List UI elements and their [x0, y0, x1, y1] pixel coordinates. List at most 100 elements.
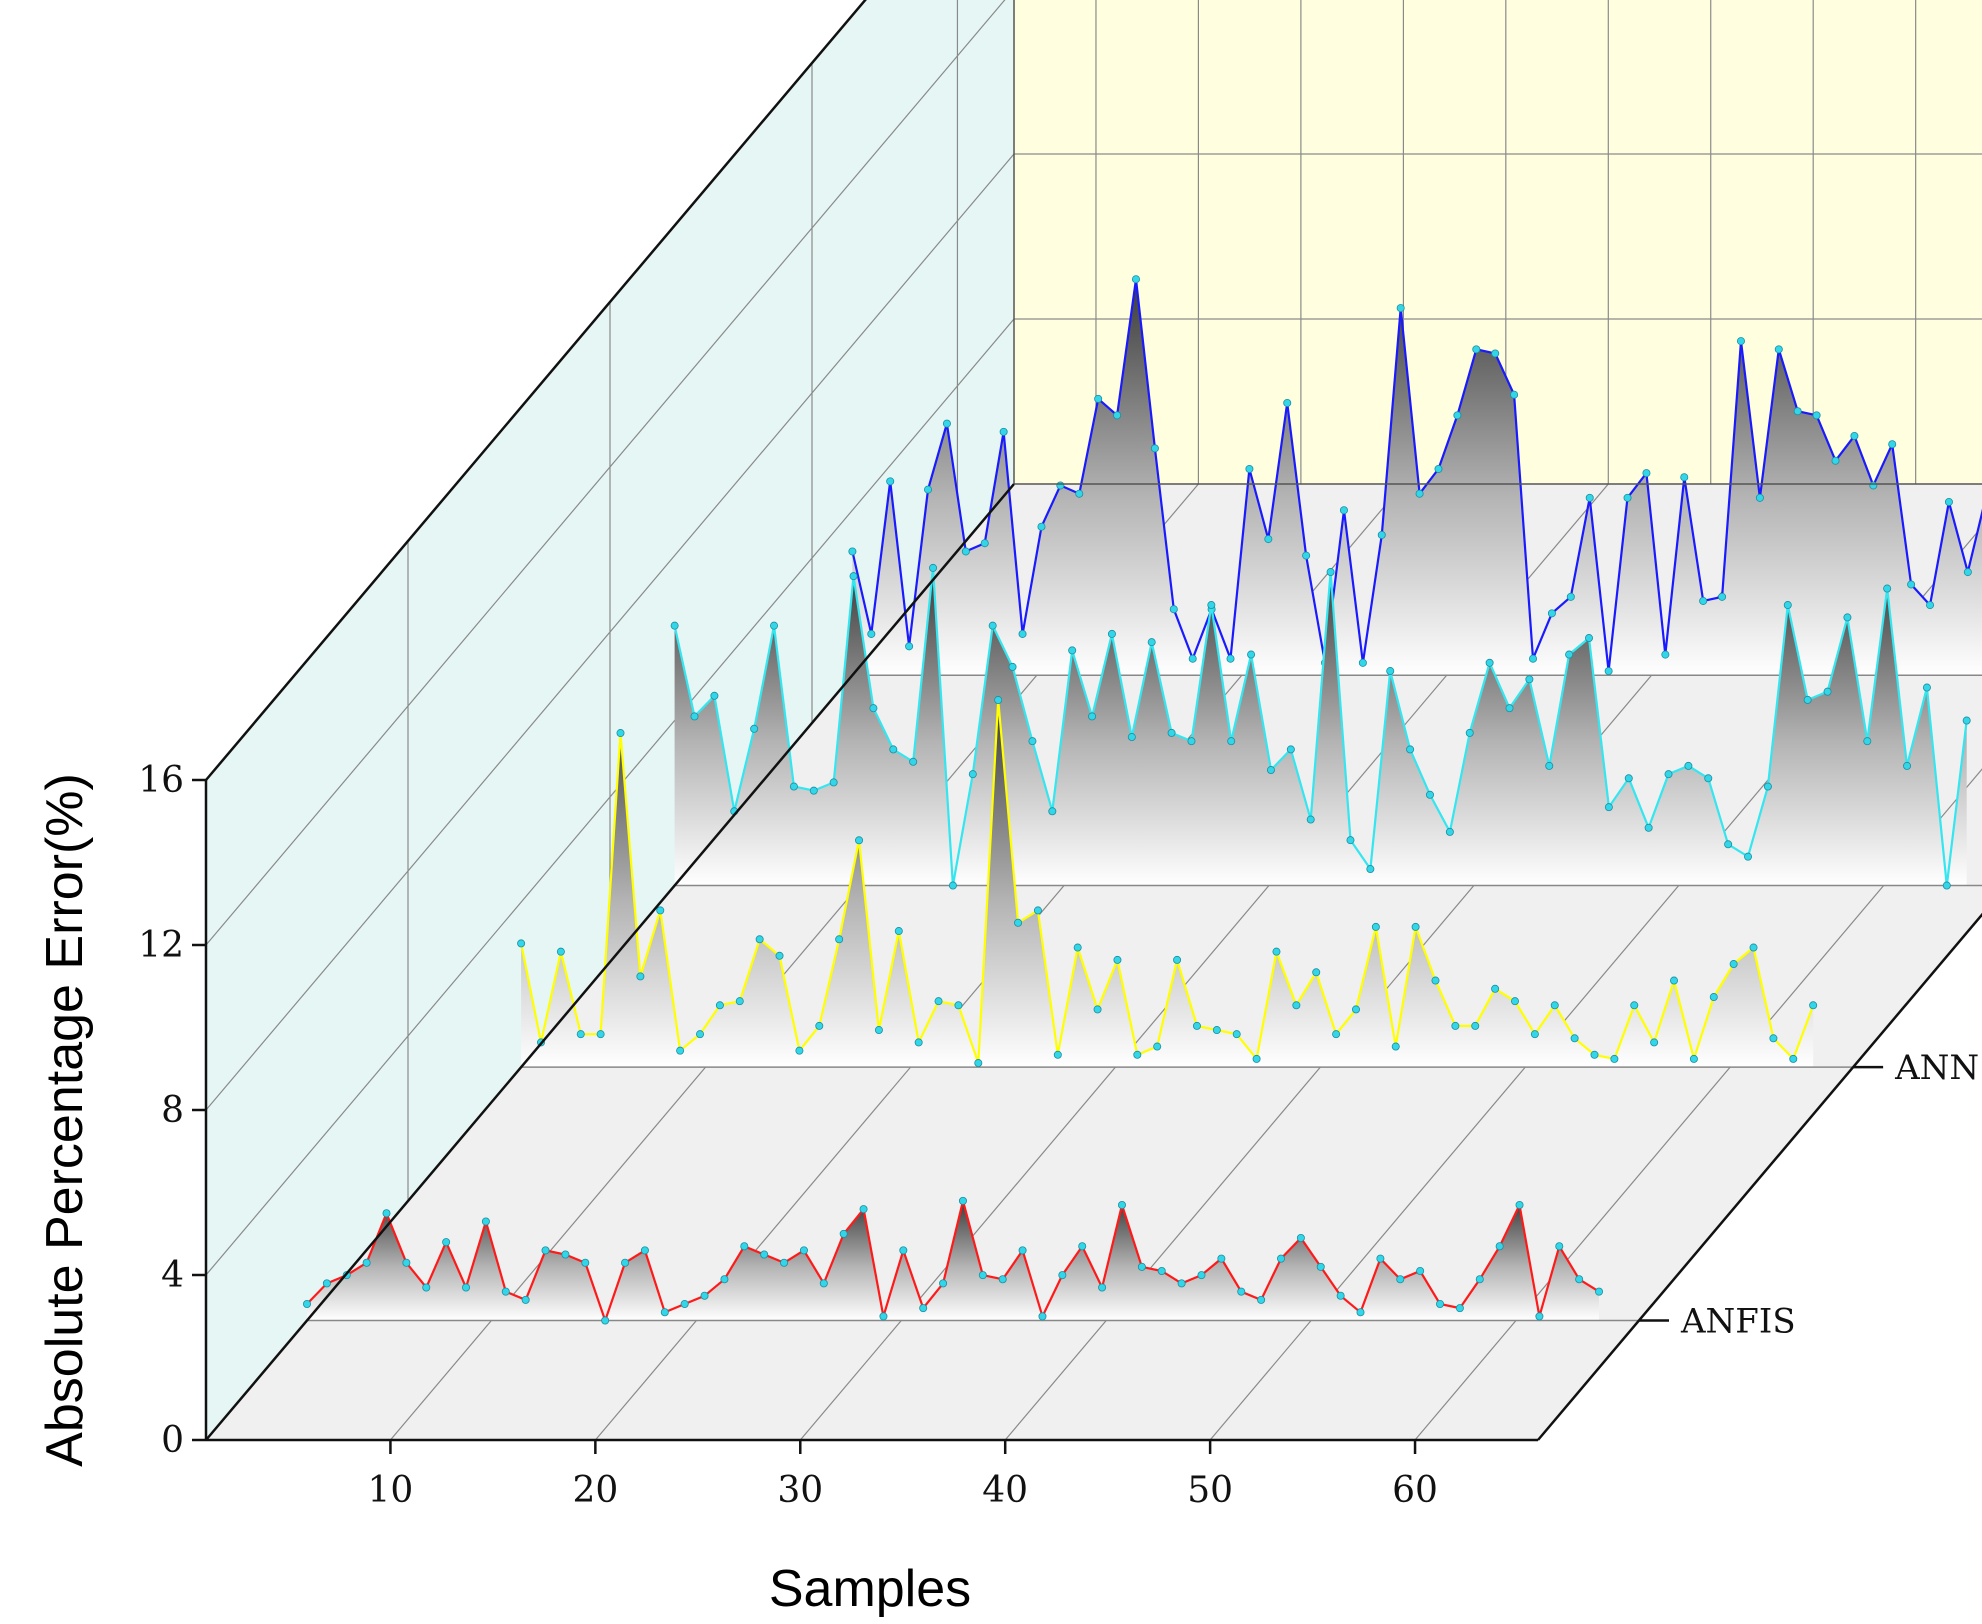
x-gridline: [1209, 525, 1982, 1441]
data-point: [1650, 1038, 1659, 1047]
data-point: [1529, 654, 1538, 663]
data-point: [1264, 535, 1273, 544]
data-point: [1774, 345, 1783, 354]
data-point: [1411, 922, 1420, 931]
data-point: [1177, 1279, 1186, 1288]
data-point: [322, 1279, 331, 1288]
data-point: [924, 485, 933, 494]
data-point: [755, 935, 764, 944]
data-point: [1623, 493, 1632, 502]
data-point: [740, 1242, 749, 1251]
series-ridges: [302, 275, 1982, 1325]
data-point: [1028, 737, 1037, 746]
y-tick-label: 0: [161, 1420, 184, 1461]
x-tick-label: 30: [777, 1470, 823, 1511]
data-point: [839, 1229, 848, 1238]
data-point: [1491, 349, 1500, 358]
data-point: [750, 724, 759, 733]
data-point: [1565, 650, 1574, 659]
data-point: [640, 1246, 649, 1255]
data-point: [1038, 1312, 1047, 1321]
data-point: [1812, 411, 1821, 420]
data-point: [670, 621, 679, 630]
data-point: [867, 629, 876, 638]
data-point: [1922, 683, 1931, 692]
data-point: [1465, 728, 1474, 737]
data-point: [1472, 345, 1481, 354]
data-point: [1316, 1262, 1325, 1271]
data-point: [1604, 667, 1613, 676]
data-point: [1704, 774, 1713, 783]
data-point: [1453, 411, 1462, 420]
data-point: [1610, 1054, 1619, 1063]
data-point: [1755, 493, 1764, 502]
data-point: [1153, 1042, 1162, 1051]
data-point: [948, 881, 957, 890]
data-point: [942, 419, 951, 428]
data-point: [1749, 943, 1758, 952]
data-point: [929, 563, 938, 572]
data-point: [815, 1021, 824, 1030]
data-point: [974, 1059, 983, 1068]
data-point: [1831, 456, 1840, 465]
data-point: [1744, 852, 1753, 861]
data-point: [1689, 1054, 1698, 1063]
data-point: [980, 539, 989, 548]
data-point: [1217, 1254, 1226, 1263]
data-point: [1312, 968, 1321, 977]
data-point: [1664, 770, 1673, 779]
data-point: [1475, 1275, 1484, 1284]
data-point: [710, 691, 719, 700]
series-anfis: [302, 1196, 1639, 1325]
data-point: [1306, 815, 1315, 824]
data-point: [1296, 1234, 1305, 1243]
data-point: [1585, 634, 1594, 643]
data-point: [1386, 667, 1395, 676]
data-point: [1680, 473, 1689, 482]
data-point: [362, 1258, 371, 1267]
data-point: [1436, 1300, 1445, 1309]
data-point: [1272, 947, 1281, 956]
data-point: [676, 1046, 685, 1055]
data-point: [954, 1001, 963, 1010]
data-point: [1883, 584, 1892, 593]
data-point: [1339, 506, 1348, 515]
data-point: [1018, 629, 1027, 638]
chart-frame: [204, 0, 1982, 1442]
data-point: [1630, 1001, 1639, 1010]
data-point: [1252, 1054, 1261, 1063]
x-axis-title: Samples: [769, 1560, 971, 1618]
data-point: [1510, 390, 1519, 399]
data-point: [1624, 774, 1633, 783]
data-point: [1709, 993, 1718, 1002]
data-point: [1326, 568, 1335, 577]
data-point: [760, 1250, 769, 1259]
data-point: [1377, 530, 1386, 539]
data-point: [1684, 761, 1693, 770]
y-tick-label: 12: [138, 925, 184, 966]
data-point: [1366, 865, 1375, 874]
data-point: [1037, 522, 1046, 531]
data-point: [1550, 1001, 1559, 1010]
data-point: [780, 1258, 789, 1267]
data-point: [1944, 497, 1953, 506]
data-point: [1843, 613, 1852, 622]
x-tick-label: 20: [572, 1470, 618, 1511]
data-point: [576, 1030, 585, 1039]
data-point: [1495, 1242, 1504, 1251]
data-point: [1292, 1001, 1301, 1010]
data-point: [1803, 695, 1812, 704]
data-point: [1088, 712, 1097, 721]
data-point: [819, 1279, 828, 1288]
series-label-ann: ANN: [1894, 1048, 1979, 1088]
data-point: [1078, 1242, 1087, 1251]
data-point: [1336, 1291, 1345, 1300]
data-point: [1075, 489, 1084, 498]
data-point: [1232, 1030, 1241, 1039]
data-point: [1133, 1050, 1142, 1059]
data-point: [1346, 836, 1355, 845]
data-point: [601, 1316, 610, 1325]
data-point: [879, 1312, 888, 1321]
data-point: [899, 1246, 908, 1255]
data-point: [999, 427, 1008, 436]
